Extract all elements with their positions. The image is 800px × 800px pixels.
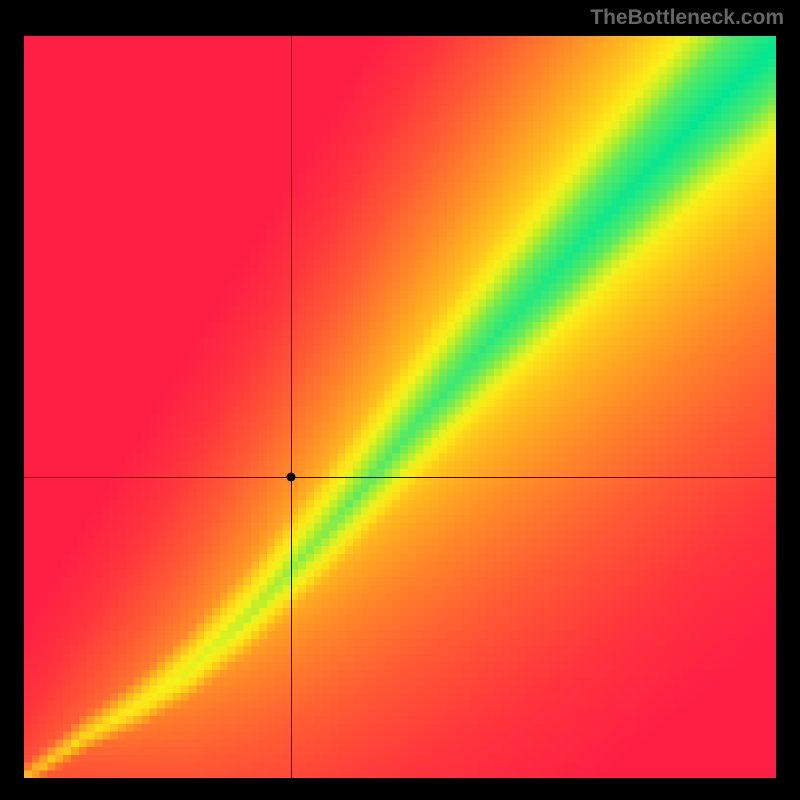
crosshair-point [286,473,295,482]
crosshair-horizontal [24,477,776,478]
crosshair-vertical [291,36,292,778]
heatmap-canvas [24,36,776,778]
heatmap-plot [24,36,776,778]
watermark-text: TheBottleneck.com [590,6,784,30]
chart-container: TheBottleneck.com [0,0,800,800]
